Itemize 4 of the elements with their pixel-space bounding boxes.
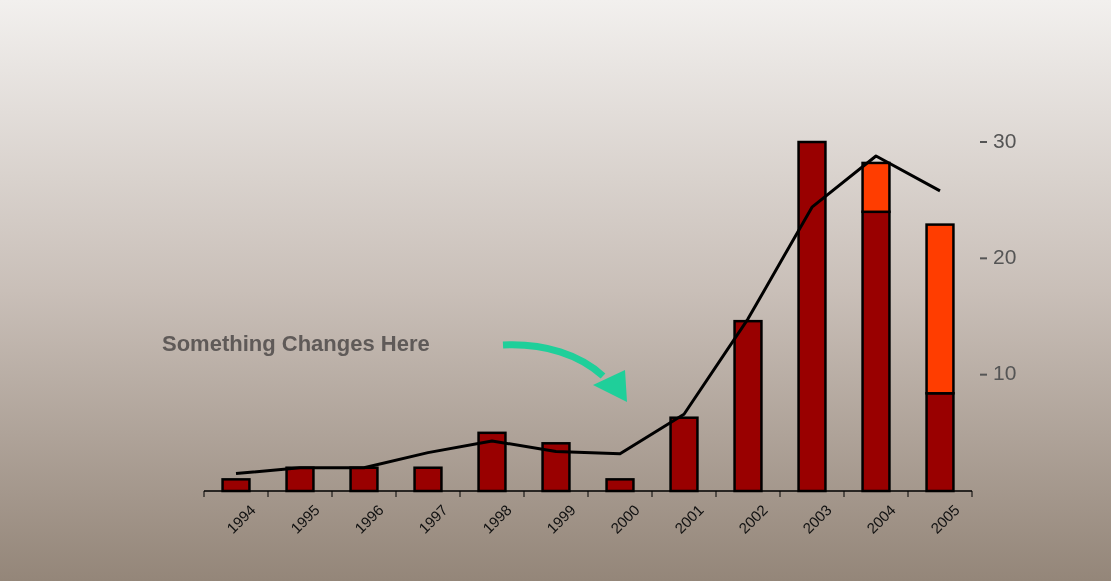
y-tick-label: 30: [993, 128, 1017, 152]
y-tick-label: 20: [993, 244, 1017, 268]
annotation: Something Changes Here: [162, 331, 430, 356]
y-tick-label: 10: [993, 361, 1017, 385]
